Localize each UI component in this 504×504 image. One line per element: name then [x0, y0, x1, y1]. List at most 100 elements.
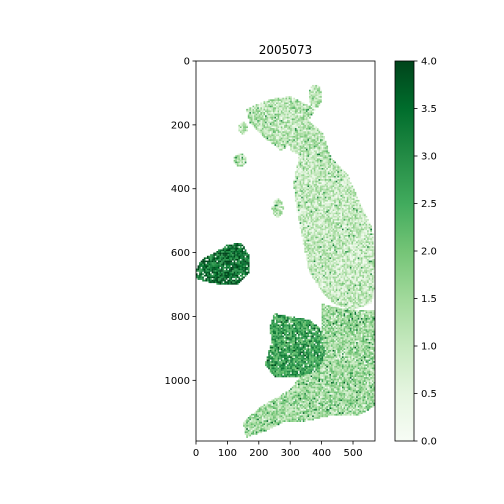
heatmap-cell — [296, 137, 299, 140]
heatmap-cell — [241, 121, 244, 124]
heatmap-cell — [364, 254, 366, 256]
heatmap-cell — [326, 198, 329, 201]
heatmap-cell — [293, 187, 296, 189]
heatmap-cell — [302, 193, 305, 196]
heatmap-cell — [320, 187, 322, 189]
heatmap-cell — [290, 116, 292, 119]
heatmap-cell — [338, 196, 341, 199]
heatmap-cell — [222, 270, 225, 272]
heatmap-cell — [283, 132, 286, 135]
heatmap-cell — [326, 182, 329, 185]
heatmap-cell — [298, 209, 300, 212]
heatmap-cell — [323, 152, 325, 154]
heatmap-cell — [324, 161, 327, 164]
heatmap-cell — [277, 126, 280, 129]
heatmap-cell — [359, 265, 362, 268]
heatmap-cell — [337, 196, 340, 199]
heatmap-cell — [307, 115, 310, 118]
heatmap-cell — [227, 251, 230, 253]
heatmap-cell — [349, 228, 352, 231]
heatmap-cell — [239, 158, 242, 161]
heatmap-cell — [340, 247, 343, 250]
heatmap-cell — [280, 110, 283, 113]
heatmap-cell — [338, 251, 341, 253]
heatmap-cell — [282, 134, 285, 137]
heatmap-cell — [199, 271, 201, 274]
heatmap-cell — [321, 236, 324, 239]
heatmap-cell — [343, 255, 346, 258]
heatmap-cell — [310, 172, 313, 175]
heatmap-cell — [228, 249, 231, 252]
heatmap-cell — [318, 270, 321, 272]
heatmap-cell — [228, 270, 231, 272]
heatmap-cell — [318, 231, 321, 234]
heatmap-cell — [329, 211, 332, 213]
heatmap-cell — [324, 150, 327, 153]
heatmap-cell — [307, 236, 310, 239]
heatmap-cell — [362, 233, 365, 236]
heatmap-cell — [312, 175, 314, 178]
heatmap-cell — [208, 268, 211, 271]
heatmap-cell — [233, 249, 236, 252]
heatmap-cell — [282, 126, 285, 129]
heatmap-cell — [331, 254, 333, 256]
heatmap-cell — [279, 144, 281, 146]
heatmap-cell — [326, 271, 329, 274]
heatmap-cell — [301, 118, 303, 121]
heatmap-cell — [354, 238, 357, 240]
heatmap-cell — [354, 215, 357, 218]
heatmap-cell — [362, 255, 365, 258]
heatmap-cell — [313, 238, 316, 240]
heatmap-cell — [362, 225, 365, 228]
heatmap-cell — [315, 206, 318, 209]
heatmap-cell — [331, 204, 333, 207]
heatmap-cell — [346, 193, 349, 196]
heatmap-cell — [334, 252, 336, 255]
heatmap-cell — [351, 215, 354, 218]
heatmap-cell — [340, 241, 343, 244]
heatmap-cell — [331, 196, 333, 199]
heatmap-cell — [301, 212, 303, 215]
heatmap-cell — [285, 113, 288, 116]
heatmap-cell — [203, 265, 206, 268]
heatmap-cell — [258, 120, 261, 122]
heatmap-cell — [356, 263, 358, 266]
heatmap-cell — [338, 249, 341, 252]
heatmap-cell — [298, 104, 300, 106]
heatmap-cell — [345, 199, 347, 202]
heatmap-cell — [313, 273, 316, 276]
heatmap-cell — [294, 171, 297, 173]
heatmap-cell — [309, 145, 311, 148]
heatmap-cell — [205, 260, 208, 263]
heatmap-cell — [307, 128, 310, 130]
heatmap-cell — [356, 211, 358, 213]
heatmap-cell — [246, 110, 248, 113]
heatmap-cell — [294, 140, 297, 143]
heatmap-cell — [370, 231, 373, 234]
heatmap-cell — [279, 99, 281, 102]
heatmap-cell — [277, 136, 280, 138]
heatmap-cell — [296, 116, 299, 119]
heatmap-cell — [315, 187, 318, 189]
heatmap-cell — [340, 206, 343, 209]
heatmap-cell — [268, 110, 270, 113]
heatmap-cell — [353, 220, 355, 223]
heatmap-cell — [239, 123, 242, 126]
heatmap-cell — [225, 266, 228, 269]
heatmap-cell — [320, 222, 322, 225]
heatmap-cell — [312, 96, 314, 98]
heatmap-cell — [313, 220, 316, 223]
heatmap-cell — [305, 153, 308, 156]
heatmap-cell — [315, 203, 318, 205]
heatmap-cell — [326, 247, 329, 250]
heatmap-cell — [323, 180, 325, 183]
heatmap-cell — [304, 228, 307, 231]
heatmap-cell — [243, 271, 245, 274]
heatmap-cell — [219, 260, 222, 263]
heatmap-cell — [337, 238, 340, 240]
heatmap-cell — [353, 263, 355, 266]
heatmap-cell — [323, 263, 325, 266]
heatmap-cell — [313, 228, 316, 231]
heatmap-cell — [301, 187, 303, 189]
heatmap-cell — [348, 263, 351, 266]
